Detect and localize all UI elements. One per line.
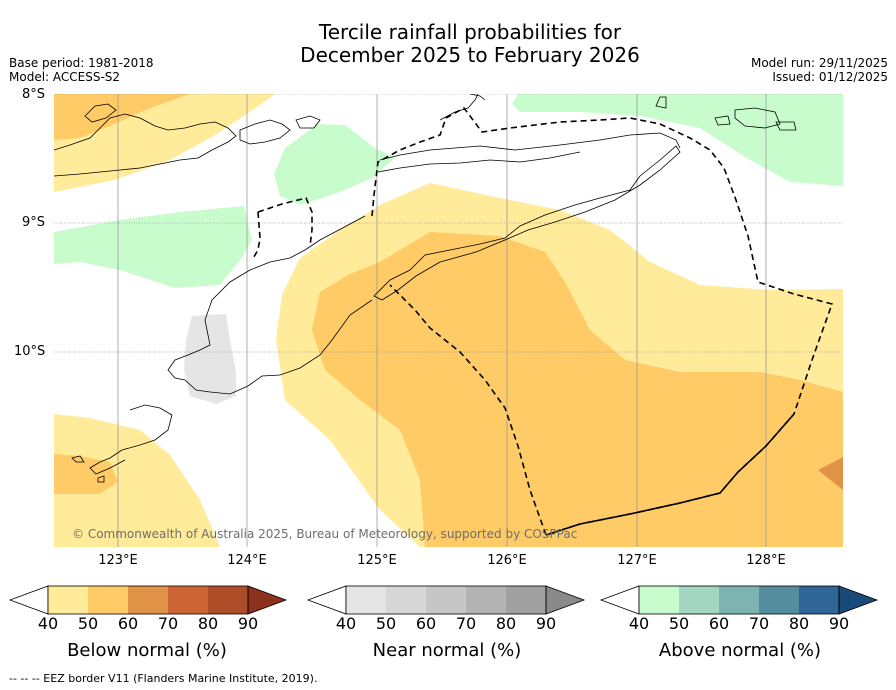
near-colorbar-segment-50	[386, 586, 426, 614]
colorbars	[8, 585, 879, 615]
near-colorbar-segment-70	[466, 586, 506, 614]
ticks-below: 40 50 60 70 80 90	[0, 614, 896, 636]
below-colorbar-segment-50	[88, 586, 128, 614]
above-tick-90: 90	[828, 614, 850, 633]
near-colorbar-segment-40	[346, 586, 386, 614]
eez-border-solid-segment	[545, 413, 795, 536]
colorbar-below	[8, 585, 288, 615]
below-70-region-east	[818, 457, 843, 490]
near-colorbar-max-extend	[545, 585, 586, 615]
ticks-near: 40 50 60 70 80 90	[0, 614, 896, 636]
grid-lines	[54, 94, 843, 547]
below-60-region-main	[312, 232, 843, 547]
flores-coastline	[54, 113, 237, 177]
below-60-region-southwest	[54, 454, 118, 494]
below-colorbar-max-extend	[247, 585, 288, 615]
lat-label-9s: 9°S	[22, 215, 46, 230]
title-line-1: Tercile rainfall probabilities for	[318, 20, 622, 44]
wetar-coastline	[439, 94, 486, 121]
ticks-above: 40 50 60 70 80 90	[0, 614, 896, 636]
above-tick-70: 70	[748, 614, 770, 633]
coastlines	[54, 94, 797, 483]
above-colorbar-segment-40	[639, 586, 679, 614]
below-60-region-north	[54, 94, 190, 140]
below-50-region-southwest	[54, 414, 220, 547]
copyright-notice: © Commonwealth of Australia 2025, Bureau…	[72, 527, 578, 541]
below-tick-80: 80	[197, 614, 219, 633]
sumba-coastline	[167, 215, 373, 395]
near-50-region	[184, 314, 236, 404]
below-colorbar-segment-40	[48, 586, 88, 614]
above-tick-50: 50	[668, 614, 690, 633]
eez-border-main	[251, 106, 834, 537]
timor-coastline	[373, 145, 681, 301]
below-tick-50: 50	[77, 614, 99, 633]
above-colorbar-min-extend	[599, 585, 640, 615]
lon-label-128e: 128°E	[746, 553, 786, 568]
below-colorbar-min-extend	[8, 585, 49, 615]
near-tick-80: 80	[495, 614, 517, 633]
model-name: Model: ACCESS-S2	[9, 70, 121, 84]
lat-label-8s: 8°S	[22, 87, 46, 102]
lon-label-124e: 124°E	[227, 553, 267, 568]
near-colorbar-segment-80	[506, 586, 546, 614]
colorbar-near	[306, 585, 586, 615]
below-tick-70: 70	[157, 614, 179, 633]
near-tick-40: 40	[335, 614, 357, 633]
near-tick-90: 90	[535, 614, 557, 633]
above-colorbar-segment-70	[759, 586, 799, 614]
above-50-region-north	[274, 124, 395, 205]
below-colorbar-segment-70	[168, 586, 208, 614]
near-tick-50: 50	[375, 614, 397, 633]
near-colorbar-min-extend	[306, 585, 347, 615]
above-colorbar-segment-50	[679, 586, 719, 614]
eez-border	[251, 106, 834, 537]
north-coast-islands	[377, 132, 681, 173]
below-colorbar-outline	[47, 585, 249, 615]
small-islands-northwest	[84, 96, 797, 145]
above-normal-label: Above normal (%)	[658, 640, 822, 661]
eez-footnote: -- -- -- EEZ border V11 (Flanders Marine…	[9, 672, 318, 685]
issued-date: Issued: 01/12/2025	[772, 70, 888, 84]
near-colorbar-outline	[345, 585, 547, 615]
above-colorbar-outline	[638, 585, 840, 615]
near-tick-60: 60	[415, 614, 437, 633]
below-colorbar-segment-60	[128, 586, 168, 614]
lon-label-127e: 127°E	[617, 553, 657, 568]
near-tick-70: 70	[455, 614, 477, 633]
colorbar-above	[599, 585, 879, 615]
above-colorbar-segment-80	[799, 586, 839, 614]
below-tick-90: 90	[237, 614, 259, 633]
below-colorbar-segment-80	[208, 586, 248, 614]
above-colorbar-segment-60	[719, 586, 759, 614]
below-normal-label: Below normal (%)	[67, 640, 227, 661]
title-line-2: December 2025 to February 2026	[300, 43, 640, 67]
above-50-region-west	[54, 206, 252, 288]
above-tick-60: 60	[708, 614, 730, 633]
rote-islands	[71, 404, 173, 483]
model-run: Model run: 29/11/2025	[750, 56, 888, 70]
above-tick-80: 80	[788, 614, 810, 633]
lon-label-123e: 123°E	[98, 553, 138, 568]
lon-label-126e: 126°E	[487, 553, 527, 568]
near-colorbar-segment-60	[426, 586, 466, 614]
above-50-region-northeast	[512, 94, 843, 186]
base-period: Base period: 1981-2018	[9, 56, 154, 70]
above-tick-40: 40	[628, 614, 650, 633]
near-normal-label: Near normal (%)	[372, 640, 522, 661]
lat-label-10s: 10°S	[14, 344, 46, 359]
above-colorbar-max-extend	[838, 585, 879, 615]
below-tick-60: 60	[117, 614, 139, 633]
below-tick-40: 40	[37, 614, 59, 633]
lon-label-125e: 125°E	[357, 553, 397, 568]
